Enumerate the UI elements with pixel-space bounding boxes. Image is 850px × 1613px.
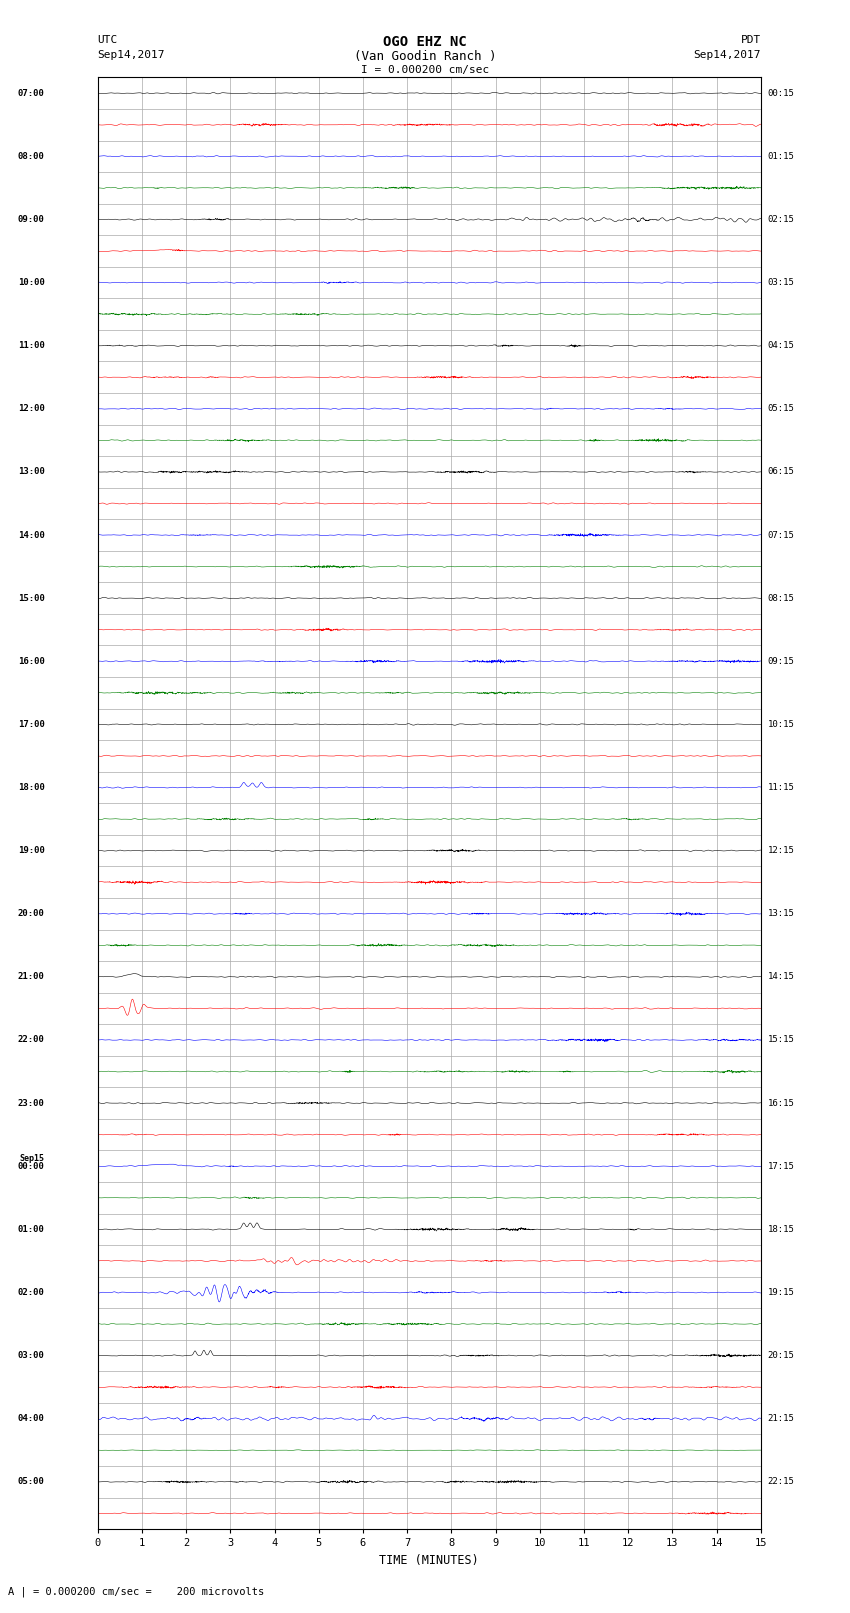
Text: I = 0.000200 cm/sec: I = 0.000200 cm/sec — [361, 65, 489, 74]
Text: Sep14,2017: Sep14,2017 — [98, 50, 165, 60]
Text: 05:00: 05:00 — [18, 1478, 45, 1486]
Text: 10:15: 10:15 — [768, 719, 794, 729]
Text: 23:00: 23:00 — [18, 1098, 45, 1108]
Text: 07:00: 07:00 — [18, 89, 45, 98]
Text: Sep14,2017: Sep14,2017 — [694, 50, 761, 60]
Text: Sep15: Sep15 — [20, 1153, 45, 1163]
Text: 01:00: 01:00 — [18, 1224, 45, 1234]
Text: 15:00: 15:00 — [18, 594, 45, 603]
Text: 15:15: 15:15 — [768, 1036, 794, 1045]
X-axis label: TIME (MINUTES): TIME (MINUTES) — [379, 1553, 479, 1566]
Text: 14:00: 14:00 — [18, 531, 45, 539]
Text: 03:15: 03:15 — [768, 277, 794, 287]
Text: 00:15: 00:15 — [768, 89, 794, 98]
Text: 18:00: 18:00 — [18, 782, 45, 792]
Text: 02:00: 02:00 — [18, 1287, 45, 1297]
Text: 02:15: 02:15 — [768, 215, 794, 224]
Text: 19:15: 19:15 — [768, 1287, 794, 1297]
Text: 16:15: 16:15 — [768, 1098, 794, 1108]
Text: 01:15: 01:15 — [768, 152, 794, 161]
Text: 20:15: 20:15 — [768, 1352, 794, 1360]
Text: 11:15: 11:15 — [768, 782, 794, 792]
Text: OGO EHZ NC: OGO EHZ NC — [383, 35, 467, 50]
Text: 09:00: 09:00 — [18, 215, 45, 224]
Text: PDT: PDT — [740, 35, 761, 45]
Text: A | = 0.000200 cm/sec =    200 microvolts: A | = 0.000200 cm/sec = 200 microvolts — [8, 1586, 264, 1597]
Text: 19:00: 19:00 — [18, 847, 45, 855]
Text: 22:15: 22:15 — [768, 1478, 794, 1486]
Text: 11:00: 11:00 — [18, 342, 45, 350]
Text: 17:15: 17:15 — [768, 1161, 794, 1171]
Text: 13:00: 13:00 — [18, 468, 45, 476]
Text: 21:15: 21:15 — [768, 1415, 794, 1423]
Text: UTC: UTC — [98, 35, 118, 45]
Text: (Van Goodin Ranch ): (Van Goodin Ranch ) — [354, 50, 496, 63]
Text: 22:00: 22:00 — [18, 1036, 45, 1045]
Text: 17:00: 17:00 — [18, 719, 45, 729]
Text: 05:15: 05:15 — [768, 405, 794, 413]
Text: 03:00: 03:00 — [18, 1352, 45, 1360]
Text: 09:15: 09:15 — [768, 656, 794, 666]
Text: 21:00: 21:00 — [18, 973, 45, 981]
Text: 00:00: 00:00 — [18, 1161, 45, 1171]
Text: 04:15: 04:15 — [768, 342, 794, 350]
Text: 07:15: 07:15 — [768, 531, 794, 539]
Text: 04:00: 04:00 — [18, 1415, 45, 1423]
Text: 20:00: 20:00 — [18, 910, 45, 918]
Text: 06:15: 06:15 — [768, 468, 794, 476]
Text: 18:15: 18:15 — [768, 1224, 794, 1234]
Text: 12:15: 12:15 — [768, 847, 794, 855]
Text: 16:00: 16:00 — [18, 656, 45, 666]
Text: 14:15: 14:15 — [768, 973, 794, 981]
Text: 12:00: 12:00 — [18, 405, 45, 413]
Text: 08:15: 08:15 — [768, 594, 794, 603]
Text: 13:15: 13:15 — [768, 910, 794, 918]
Text: 10:00: 10:00 — [18, 277, 45, 287]
Text: 08:00: 08:00 — [18, 152, 45, 161]
